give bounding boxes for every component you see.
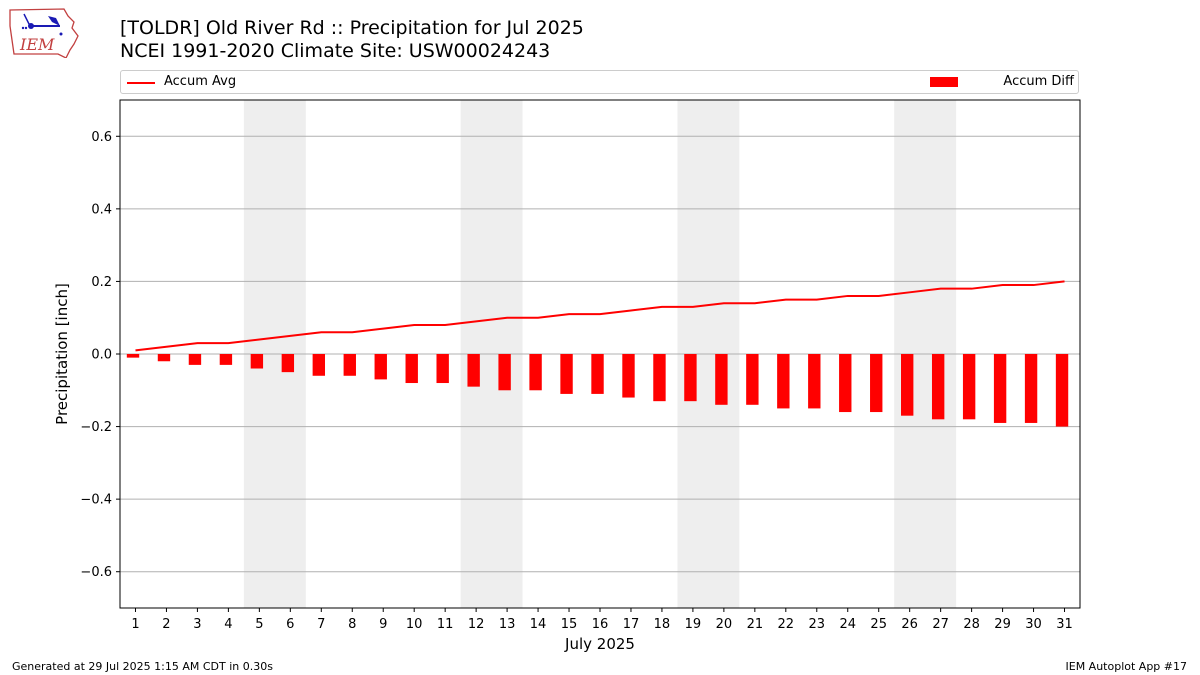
x-tick-label: 25: [870, 617, 887, 632]
bar-accum-diff: [870, 354, 883, 413]
bar-accum-diff: [529, 354, 542, 391]
bar-accum-diff: [931, 354, 945, 420]
y-tick-label: 0.2: [91, 275, 112, 290]
x-tick-label: 12: [468, 617, 485, 632]
x-tick-label: 7: [317, 617, 325, 632]
x-tick-label: 30: [1025, 617, 1042, 632]
x-tick-label: 1: [131, 617, 139, 632]
line-accum-avg: [135, 280, 1065, 352]
x-tick-label: 11: [437, 617, 454, 632]
legend-bar-label: Accum Diff: [1003, 74, 1074, 89]
y-tick-label: −0.2: [80, 420, 112, 435]
bar-accum-diff: [993, 354, 1007, 423]
bar-accum-diff: [777, 354, 790, 409]
y-tick-label: −0.4: [80, 493, 112, 508]
x-tick-label: 18: [654, 617, 671, 632]
legend-line-label: Accum Avg: [164, 74, 237, 89]
x-tick-label: 24: [839, 617, 856, 632]
bar-accum-diff: [250, 354, 264, 369]
y-tick-label: 0.0: [91, 348, 112, 363]
x-tick-label: 16: [592, 617, 609, 632]
y-tick-label: −0.6: [80, 565, 112, 580]
x-tick-label: 22: [778, 617, 795, 632]
y-axis-label: Precipitation [inch]: [53, 283, 71, 425]
x-tick-label: 5: [255, 617, 263, 632]
bar-accum-diff: [715, 354, 728, 405]
bar-accum-diff: [219, 354, 233, 365]
x-tick-label: 20: [716, 617, 733, 632]
iem-logo: IEM: [9, 8, 79, 58]
x-tick-label: 27: [932, 617, 949, 632]
y-tick-label: 0.4: [91, 202, 112, 217]
bar-accum-diff: [157, 354, 171, 362]
x-tick-label: 23: [809, 617, 826, 632]
x-tick-label: 28: [963, 617, 980, 632]
bar-accum-diff: [312, 354, 326, 376]
y-tick-label: 0.6: [91, 130, 112, 145]
legend: Accum Avg Accum Diff: [120, 70, 1079, 94]
bar-accum-diff: [808, 354, 821, 409]
x-tick-label: 6: [286, 617, 294, 632]
bar-accum-diff: [126, 354, 140, 358]
x-tick-label: 9: [379, 617, 387, 632]
bar-accum-diff: [498, 354, 511, 391]
bar-accum-diff: [901, 354, 914, 416]
bar-accum-diff: [839, 354, 852, 413]
x-tick-label: 8: [348, 617, 356, 632]
x-tick-label: 29: [994, 617, 1011, 632]
x-tick-label: 2: [162, 617, 170, 632]
x-tick-label: 17: [623, 617, 640, 632]
bar-accum-diff: [653, 354, 666, 402]
legend-bar-swatch: [930, 77, 958, 87]
bar-accum-diff: [405, 354, 418, 384]
logo-text: IEM: [19, 35, 55, 54]
bar-accum-diff: [281, 354, 295, 373]
bar-accum-diff: [343, 354, 356, 376]
footer-generated: Generated at 29 Jul 2025 1:15 AM CDT in …: [12, 660, 273, 673]
x-tick-label: 15: [561, 617, 578, 632]
x-tick-label: 19: [685, 617, 702, 632]
bar-accum-diff: [467, 354, 480, 387]
bar-accum-diff: [436, 354, 449, 384]
x-tick-label: 14: [530, 617, 547, 632]
bar-accum-diff: [962, 354, 976, 420]
bar-accum-diff: [1055, 354, 1069, 427]
bar-accum-diff: [684, 354, 697, 402]
chart-subtitle: NCEI 1991-2020 Climate Site: USW00024243: [120, 40, 551, 62]
bar-accum-diff: [560, 354, 573, 394]
bar-accum-diff: [622, 354, 635, 398]
legend-line-swatch: [127, 82, 155, 84]
chart-title: [TOLDR] Old River Rd :: Precipitation fo…: [120, 17, 584, 39]
x-tick-label: 3: [193, 617, 201, 632]
x-tick-label: 13: [499, 617, 516, 632]
x-tick-label: 21: [747, 617, 764, 632]
bar-accum-diff: [374, 354, 387, 380]
bar-accum-diff: [591, 354, 604, 394]
x-tick-label: 26: [901, 617, 918, 632]
bar-accum-diff: [746, 354, 759, 405]
x-tick-label: 31: [1056, 617, 1073, 632]
x-tick-label: 4: [224, 617, 232, 632]
x-axis-label: July 2025: [564, 635, 635, 653]
footer-app: IEM Autoplot App #17: [1065, 660, 1188, 673]
bar-accum-diff: [188, 354, 202, 365]
bar-accum-diff: [1024, 354, 1038, 423]
x-tick-label: 10: [406, 617, 423, 632]
